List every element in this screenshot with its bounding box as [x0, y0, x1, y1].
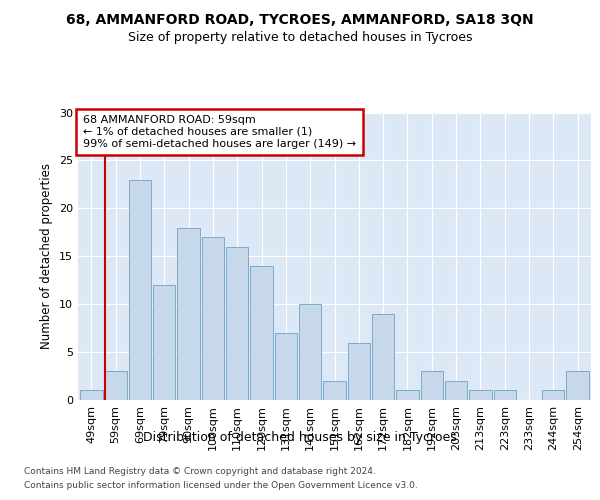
- Text: Contains public sector information licensed under the Open Government Licence v3: Contains public sector information licen…: [24, 482, 418, 490]
- Bar: [372, 314, 394, 400]
- Bar: [104, 371, 127, 400]
- Bar: [469, 390, 491, 400]
- Y-axis label: Number of detached properties: Number of detached properties: [40, 163, 53, 350]
- Bar: [323, 381, 346, 400]
- Bar: [129, 180, 151, 400]
- Bar: [202, 237, 224, 400]
- Bar: [347, 342, 370, 400]
- Bar: [445, 381, 467, 400]
- Bar: [396, 390, 419, 400]
- Bar: [299, 304, 322, 400]
- Text: 68, AMMANFORD ROAD, TYCROES, AMMANFORD, SA18 3QN: 68, AMMANFORD ROAD, TYCROES, AMMANFORD, …: [66, 12, 534, 26]
- Bar: [421, 371, 443, 400]
- Bar: [275, 333, 297, 400]
- Bar: [226, 246, 248, 400]
- Bar: [80, 390, 103, 400]
- Text: 68 AMMANFORD ROAD: 59sqm
← 1% of detached houses are smaller (1)
99% of semi-det: 68 AMMANFORD ROAD: 59sqm ← 1% of detache…: [83, 116, 356, 148]
- Bar: [153, 285, 175, 400]
- Text: Contains HM Land Registry data © Crown copyright and database right 2024.: Contains HM Land Registry data © Crown c…: [24, 466, 376, 475]
- Bar: [494, 390, 516, 400]
- Text: Distribution of detached houses by size in Tycroes: Distribution of detached houses by size …: [143, 431, 457, 444]
- Bar: [566, 371, 589, 400]
- Bar: [250, 266, 273, 400]
- Bar: [542, 390, 565, 400]
- Text: Size of property relative to detached houses in Tycroes: Size of property relative to detached ho…: [128, 31, 472, 44]
- Bar: [178, 228, 200, 400]
